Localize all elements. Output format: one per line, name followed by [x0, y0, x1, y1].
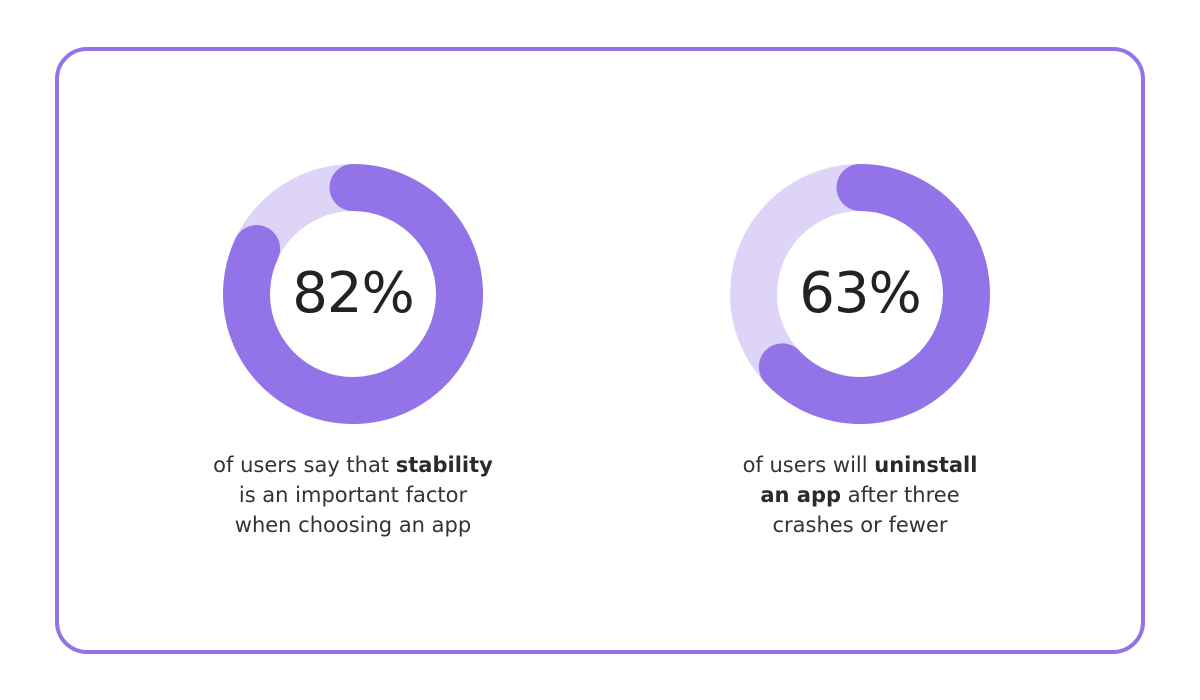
caption-text: after three	[841, 483, 960, 507]
caption-emphasis: uninstall	[874, 453, 978, 477]
donut-chart-stability	[223, 164, 483, 424]
caption-text: crashes or fewer	[772, 513, 948, 537]
stat-caption: of users say that stability is an importa…	[153, 450, 553, 540]
donut-chart-uninstall	[730, 164, 990, 424]
donut-arc	[758, 164, 990, 424]
caption-text: is an important factor	[238, 483, 468, 507]
caption-text: of users will	[742, 453, 875, 477]
caption-text: of users say that	[213, 453, 396, 477]
caption-line: crashes or fewer	[660, 510, 1060, 540]
stat-caption: of users will uninstall an app after thre…	[660, 450, 1060, 540]
caption-text: when choosing an app	[234, 513, 472, 537]
percent-label: 63%	[799, 261, 921, 326]
percent-label: 82%	[292, 261, 414, 326]
caption-line: an app after three	[660, 480, 1060, 510]
donut-arc	[223, 164, 483, 424]
caption-line: of users say that stability	[153, 450, 553, 480]
caption-emphasis: an app	[760, 483, 842, 507]
caption-line: when choosing an app	[153, 510, 553, 540]
caption-line: is an important factor	[153, 480, 553, 510]
caption-line: of users will uninstall	[660, 450, 1060, 480]
caption-emphasis: stability	[395, 453, 493, 477]
